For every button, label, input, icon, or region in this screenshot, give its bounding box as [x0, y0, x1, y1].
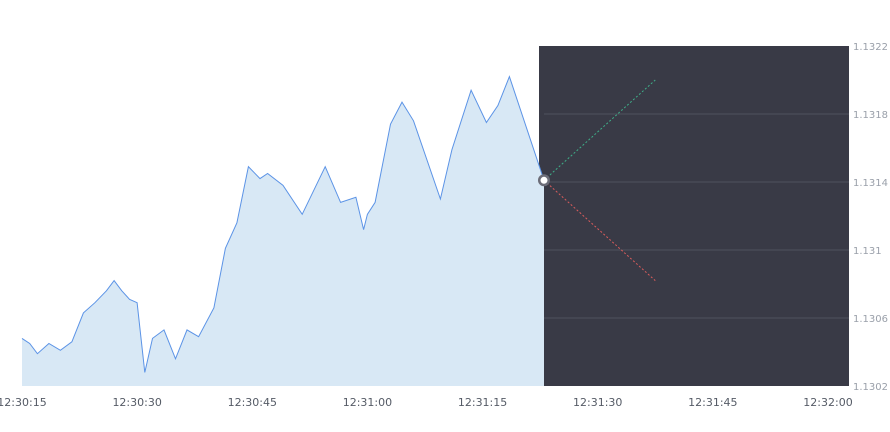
x-tick-label: 12:31:00 — [343, 396, 392, 409]
x-tick-label: 12:30:45 — [228, 396, 277, 409]
x-tick-label: 12:30:15 — [0, 396, 47, 409]
y-tick-label: 1.1306 — [853, 314, 888, 325]
x-tick-label: 12:31:45 — [688, 396, 737, 409]
up-projection-line — [543, 79, 656, 181]
x-tick-label: 12:31:30 — [573, 396, 622, 409]
price-line — [21, 75, 545, 373]
price-area — [22, 76, 544, 386]
y-axis-ticks: 1.1302 1.1306 1.131 1.1314 1.1318 1.1322 — [853, 42, 888, 393]
marker-dot — [540, 176, 548, 184]
grid-lines — [543, 113, 849, 319]
y-tick-label: 1.1322 — [853, 42, 888, 53]
down-projection-line — [543, 179, 656, 281]
y-tick-label: 1.131 — [853, 246, 882, 257]
future-zone — [539, 46, 849, 386]
x-tick-label: 12:30:30 — [112, 396, 161, 409]
y-tick-label: 1.1302 — [853, 382, 888, 393]
x-axis-ticks: 12:30:15 12:30:30 12:30:45 12:31:00 12:31:15… — [0, 396, 853, 409]
x-tick-label: 12:31:15 — [458, 396, 507, 409]
y-tick-label: 1.1318 — [853, 110, 888, 121]
current-price-marker — [537, 174, 550, 187]
x-tick-label: 12:32:00 — [803, 396, 852, 409]
y-tick-label: 1.1314 — [853, 178, 888, 189]
